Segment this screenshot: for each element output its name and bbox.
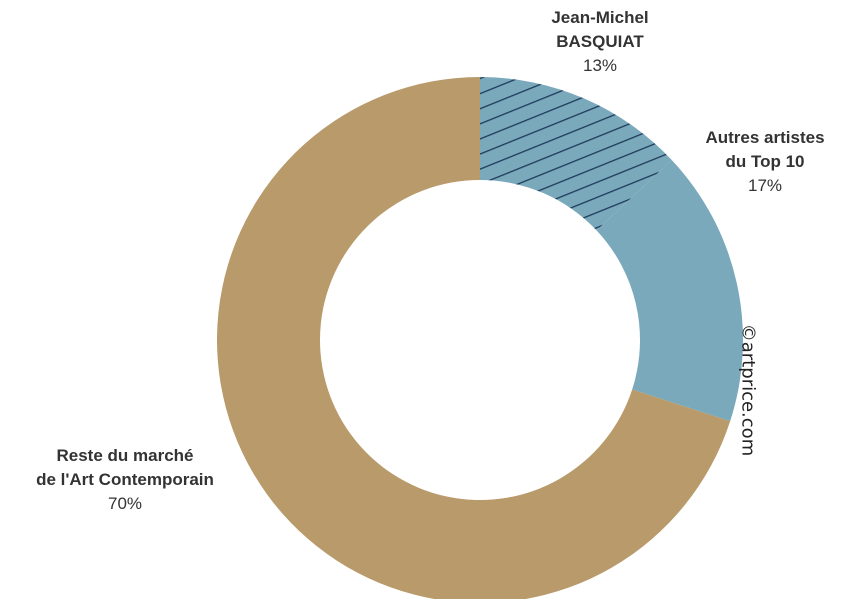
slice-label-autres-artistes: Autres artistes du Top 10 17% — [670, 126, 846, 198]
slice-2 — [217, 77, 731, 599]
watermark: ©artprice.com — [737, 323, 759, 457]
slice-label-line1: Jean-Michel — [551, 8, 649, 27]
slice-label-line1: Autres artistes — [705, 128, 825, 147]
slice-label-line2: de l'Art Contemporain — [36, 470, 214, 489]
slice-label-line1: Reste du marché — [56, 446, 194, 465]
slices-group — [217, 77, 743, 599]
slice-label-reste-du-marche: Reste du marché de l'Art Contemporain 70… — [0, 444, 250, 516]
slice-value-label: 13% — [582, 56, 618, 75]
slice-label-line2: du Top 10 — [725, 152, 805, 171]
slice-value-label: 17% — [747, 176, 783, 195]
slice-1 — [596, 159, 743, 422]
slice-label-basquiat: Jean-Michel BASQUIAT 13% — [520, 6, 680, 78]
slice-0 — [480, 77, 672, 231]
slice-label-line2: BASQUIAT — [556, 32, 644, 51]
slice-value-label: 70% — [107, 494, 143, 513]
